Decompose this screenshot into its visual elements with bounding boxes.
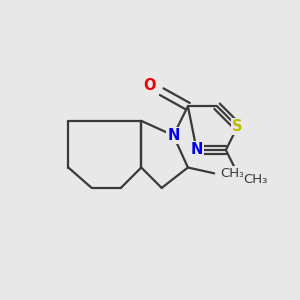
Text: CH₃: CH₃	[243, 173, 268, 186]
Text: N: N	[190, 142, 203, 158]
Text: CH₃: CH₃	[220, 167, 244, 180]
Text: N: N	[167, 128, 179, 143]
Text: S: S	[232, 119, 243, 134]
Text: O: O	[144, 78, 156, 93]
